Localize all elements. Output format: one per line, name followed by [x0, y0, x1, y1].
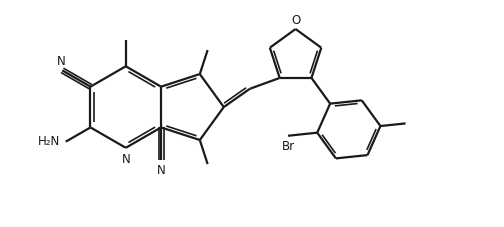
Text: Br: Br — [281, 140, 295, 153]
Text: N: N — [157, 164, 165, 177]
Text: O: O — [291, 14, 300, 27]
Text: H₂N: H₂N — [38, 135, 60, 148]
Text: N: N — [57, 55, 66, 68]
Text: N: N — [121, 153, 130, 166]
